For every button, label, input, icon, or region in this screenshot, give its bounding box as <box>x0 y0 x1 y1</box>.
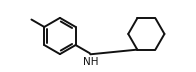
Text: NH: NH <box>83 57 98 67</box>
